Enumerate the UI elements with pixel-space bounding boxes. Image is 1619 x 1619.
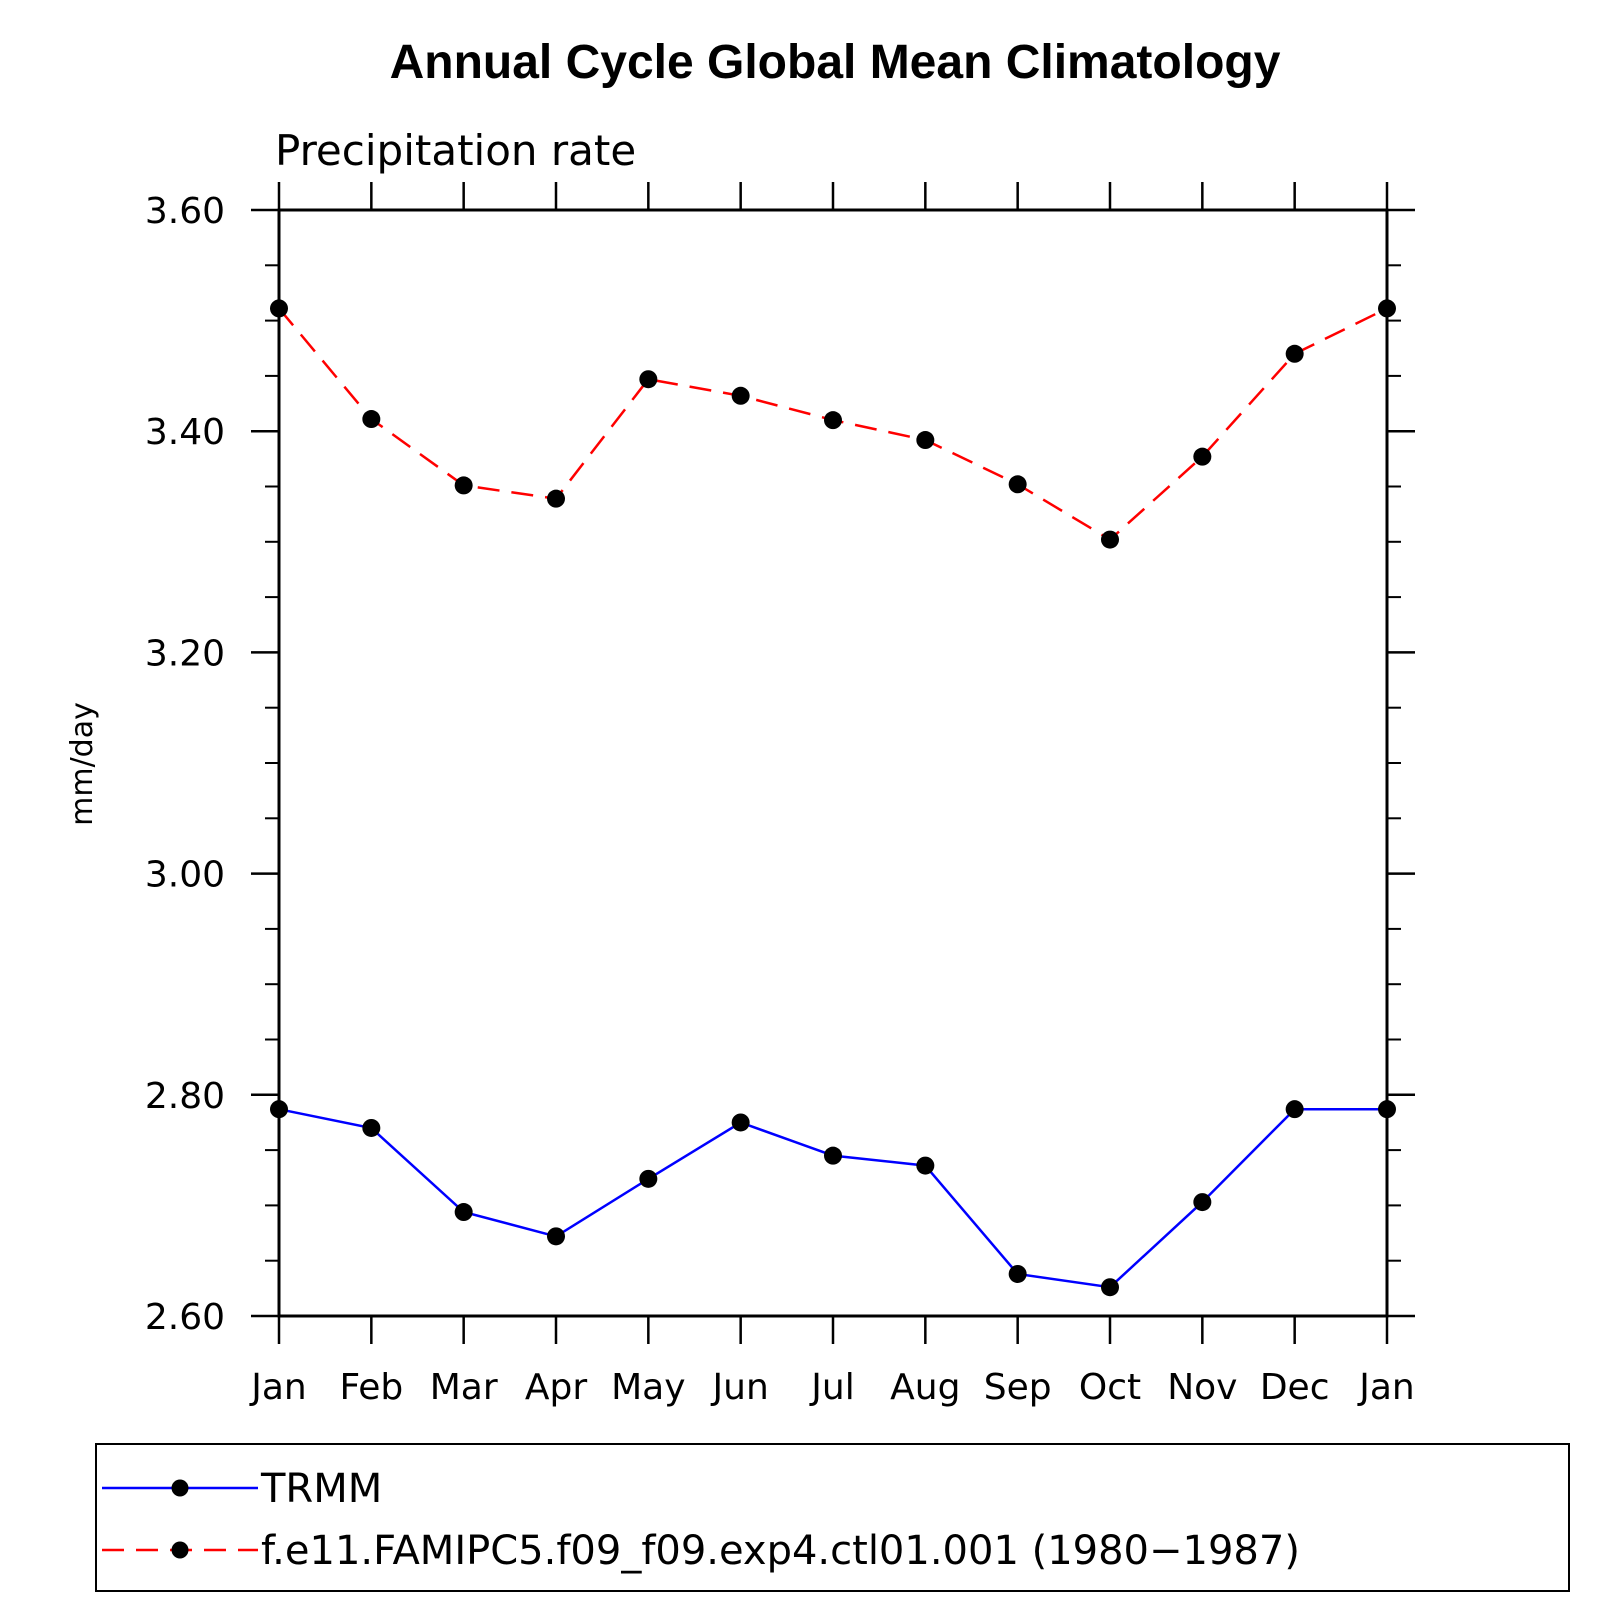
x-tick-label: Apr (525, 1367, 587, 1408)
series-1-point (454, 476, 473, 495)
x-tick-label: Jul (809, 1367, 854, 1408)
x-tick-label: May (611, 1367, 685, 1408)
series-0-point (1008, 1264, 1027, 1283)
y-tick-label: 2.60 (145, 1297, 225, 1338)
y-tick-label: 2.80 (145, 1076, 225, 1117)
series-0-point (916, 1156, 935, 1175)
x-tick-label: Jan (249, 1367, 307, 1408)
series-1-point (1101, 530, 1119, 549)
x-axis-tick-labels: Jan Feb Mar Apr May Jun Jul Aug Sep Oct Nov Dec Jan (249, 1367, 1415, 1408)
series-0-point (731, 1113, 750, 1132)
y-tick-label: 3.20 (145, 633, 225, 674)
series-0-point (1101, 1278, 1119, 1297)
y-tick-label: 3.00 (145, 855, 225, 896)
series-0-point (454, 1203, 473, 1222)
x-tick-label: Nov (1167, 1367, 1237, 1408)
series-1-point (1193, 447, 1212, 466)
y-tick-label: 3.40 (145, 412, 225, 453)
series-1-point (1285, 344, 1304, 363)
x-tick-label: Oct (1079, 1367, 1141, 1408)
series-1-point (270, 299, 288, 318)
series-0-point (362, 1118, 381, 1137)
x-tick-label: Jan (1357, 1367, 1415, 1408)
series-0-point (1285, 1100, 1304, 1119)
chart-subtitle: Precipitation rate (275, 126, 636, 175)
x-tick-label: Aug (890, 1367, 960, 1408)
axis-ticks (251, 182, 1415, 1344)
x-tick-label: Mar (430, 1367, 498, 1408)
x-tick-label: Dec (1260, 1367, 1330, 1408)
series-line-0 (278, 1107, 1387, 1289)
x-tick-label: Sep (984, 1367, 1052, 1408)
series-1-point (547, 489, 565, 508)
x-tick-label: Feb (339, 1367, 403, 1408)
series-0-point (547, 1227, 565, 1246)
y-axis-label: mm/day (65, 702, 100, 826)
y-axis-tick-labels: 2.60 2.80 3.00 3.20 3.40 3.60 (145, 191, 225, 1338)
chart-title: Annual Cycle Global Mean Climatology (390, 36, 1281, 89)
series-0-point (1378, 1100, 1396, 1119)
legend-marker-model (171, 1541, 189, 1559)
series-1-point (1008, 475, 1027, 494)
legend-label-model: f.e11.FAMIPC5.f09_f09.exp4.ctl01.001 (19… (261, 1528, 1300, 1574)
series-1-point (639, 370, 658, 389)
series-1-point (362, 410, 381, 429)
x-tick-label: Jun (711, 1367, 769, 1408)
series-0-point (824, 1146, 842, 1165)
series-1-point (824, 411, 842, 430)
series-layer (270, 299, 1396, 1297)
legend-marker-trmm (171, 1479, 189, 1497)
legend: TRMM f.e11.FAMIPC5.f09_f09.exp4.ctl01.00… (95, 1443, 1570, 1592)
plot-frame (277, 208, 1389, 1318)
series-1-point (731, 386, 750, 405)
y-tick-label: 3.60 (145, 191, 225, 232)
series-1-point (1378, 299, 1396, 318)
legend-box (95, 1443, 1570, 1592)
series-0-point (639, 1169, 658, 1188)
series-1-point (916, 431, 935, 450)
series-0-point (270, 1100, 288, 1119)
series-0-point (1193, 1193, 1212, 1212)
legend-label-trmm: TRMM (260, 1466, 382, 1512)
